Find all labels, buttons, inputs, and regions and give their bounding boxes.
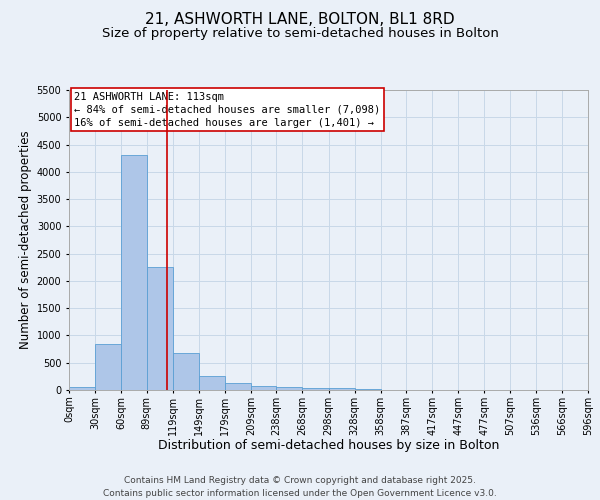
X-axis label: Distribution of semi-detached houses by size in Bolton: Distribution of semi-detached houses by … [158, 439, 499, 452]
Bar [146, 268, 173, 390]
Text: Contains HM Land Registry data © Crown copyright and database right 2025.
Contai: Contains HM Land Registry data © Crown c… [103, 476, 497, 498]
Y-axis label: Number of semi-detached properties: Number of semi-detached properties [19, 130, 32, 350]
Bar [329, 388, 355, 390]
Bar [225, 384, 251, 390]
Bar [199, 376, 225, 390]
Text: 21 ASHWORTH LANE: 113sqm
← 84% of semi-detached houses are smaller (7,098)
16% o: 21 ASHWORTH LANE: 113sqm ← 84% of semi-d… [74, 92, 380, 128]
Bar [95, 344, 121, 390]
Text: Size of property relative to semi-detached houses in Bolton: Size of property relative to semi-detach… [101, 28, 499, 40]
Bar [121, 156, 146, 390]
Bar [69, 388, 95, 390]
Bar [173, 353, 199, 390]
Bar [251, 386, 276, 390]
Text: 21, ASHWORTH LANE, BOLTON, BL1 8RD: 21, ASHWORTH LANE, BOLTON, BL1 8RD [145, 12, 455, 28]
Bar [276, 386, 302, 390]
Bar [302, 388, 329, 390]
